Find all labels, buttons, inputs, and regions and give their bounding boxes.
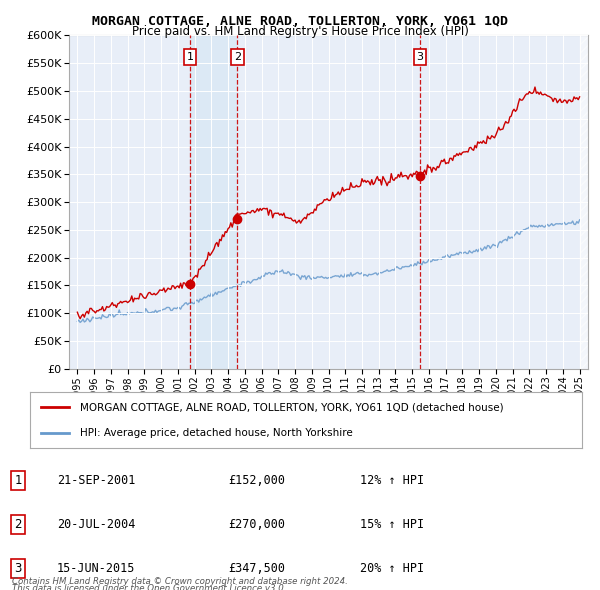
Text: Contains HM Land Registry data © Crown copyright and database right 2024.: Contains HM Land Registry data © Crown c… xyxy=(12,577,348,586)
Text: 15% ↑ HPI: 15% ↑ HPI xyxy=(360,518,424,531)
Text: 21-SEP-2001: 21-SEP-2001 xyxy=(57,474,136,487)
Text: This data is licensed under the Open Government Licence v3.0.: This data is licensed under the Open Gov… xyxy=(12,584,287,590)
Text: MORGAN COTTAGE, ALNE ROAD, TOLLERTON, YORK, YO61 1QD (detached house): MORGAN COTTAGE, ALNE ROAD, TOLLERTON, YO… xyxy=(80,402,503,412)
Text: 20-JUL-2004: 20-JUL-2004 xyxy=(57,518,136,531)
Text: HPI: Average price, detached house, North Yorkshire: HPI: Average price, detached house, Nort… xyxy=(80,428,352,438)
Text: 3: 3 xyxy=(416,52,424,62)
Text: 2: 2 xyxy=(14,518,22,531)
Text: £270,000: £270,000 xyxy=(228,518,285,531)
Text: 1: 1 xyxy=(14,474,22,487)
Text: 15-JUN-2015: 15-JUN-2015 xyxy=(57,562,136,575)
Text: 2: 2 xyxy=(233,52,241,62)
Text: £347,500: £347,500 xyxy=(228,562,285,575)
Bar xyxy=(190,35,237,369)
Text: 12% ↑ HPI: 12% ↑ HPI xyxy=(360,474,424,487)
Text: 3: 3 xyxy=(14,562,22,575)
Text: Price paid vs. HM Land Registry's House Price Index (HPI): Price paid vs. HM Land Registry's House … xyxy=(131,25,469,38)
Text: £152,000: £152,000 xyxy=(228,474,285,487)
Bar xyxy=(580,35,588,369)
Text: MORGAN COTTAGE, ALNE ROAD, TOLLERTON, YORK, YO61 1QD: MORGAN COTTAGE, ALNE ROAD, TOLLERTON, YO… xyxy=(92,15,508,28)
Text: 1: 1 xyxy=(187,52,194,62)
Text: 20% ↑ HPI: 20% ↑ HPI xyxy=(360,562,424,575)
